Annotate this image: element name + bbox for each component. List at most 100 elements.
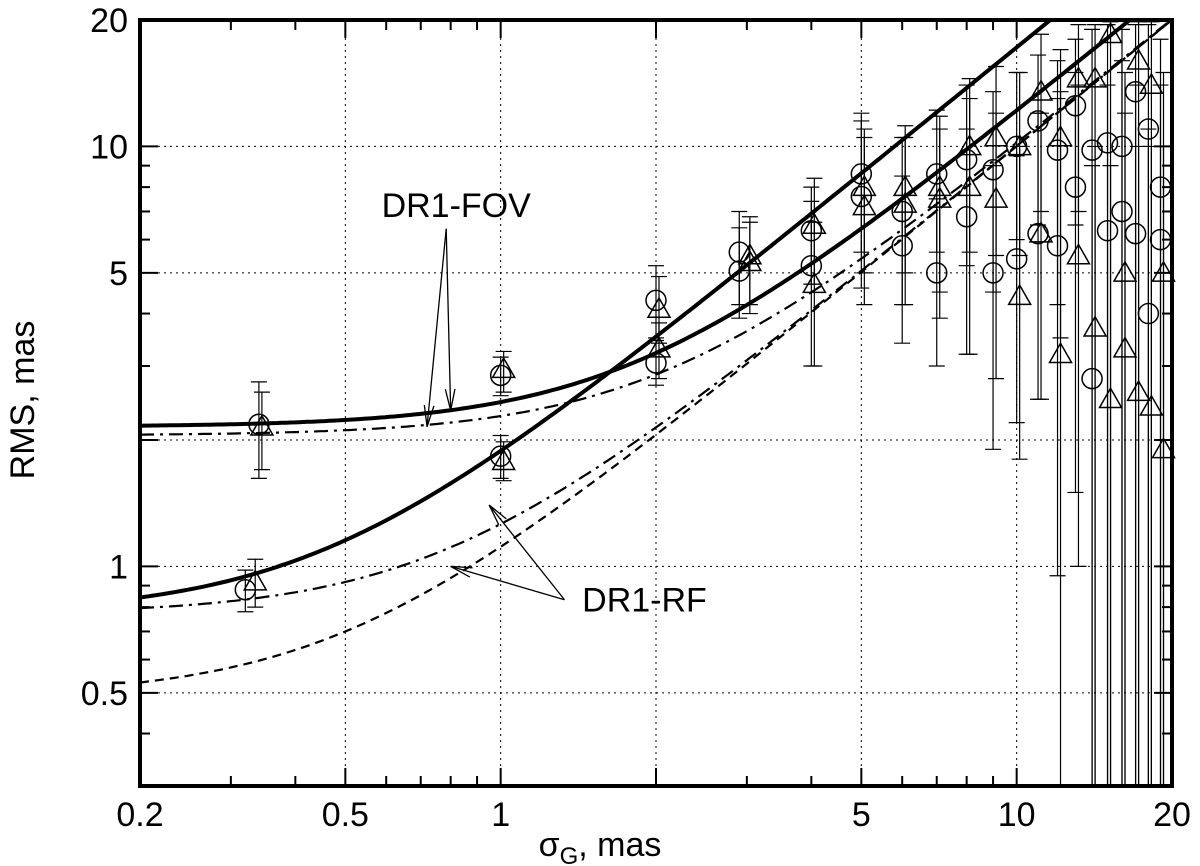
data-point-circle <box>1027 110 1049 132</box>
data-point-circle <box>800 254 823 277</box>
data-point-circle <box>850 163 873 185</box>
data-point-triangle <box>1028 79 1054 101</box>
data-point-triangle <box>1048 125 1073 147</box>
data-point-triangle <box>1082 66 1108 88</box>
data-point-circle <box>891 235 913 257</box>
data-point-triangle <box>1139 394 1164 416</box>
x-axis-title: σG, mas <box>539 826 662 866</box>
data-point-triangle <box>1007 283 1032 306</box>
curve-dr1-fov-observed <box>139 18 1132 428</box>
x-axis-title-rest: , mas <box>578 826 661 864</box>
data-point-triangle <box>491 448 516 471</box>
data-point-circle <box>489 445 512 467</box>
data-point-triangle <box>737 249 763 272</box>
error-bars <box>237 21 1172 787</box>
data-point-triangle <box>927 186 953 208</box>
annotation-arrow-line <box>445 228 452 411</box>
x-tick-label: 10 <box>998 796 1036 834</box>
data-point-circle <box>1081 367 1103 390</box>
x-tick-label: 5 <box>852 796 871 834</box>
x-tick-labels: 0.2 0.5 1 5 10 20 <box>116 796 1191 834</box>
data-point-triangle <box>1139 72 1164 95</box>
data-point-circle <box>1137 118 1160 140</box>
data-point-circle <box>1096 219 1119 242</box>
data-point-triangle <box>927 174 953 197</box>
data-point-circle <box>1124 222 1147 245</box>
data-point-triangle <box>242 569 268 591</box>
data-point-triangle <box>646 336 672 358</box>
y-axis-title: RMS, mas <box>4 321 42 480</box>
data-point-triangle <box>802 271 827 294</box>
markers <box>234 21 1176 601</box>
data-point-triangle <box>1066 242 1091 265</box>
data-point-circle <box>955 148 978 171</box>
x-tick-label: 0.5 <box>322 796 369 834</box>
data-point-circle <box>1046 235 1069 257</box>
data-point-circle <box>1111 135 1133 158</box>
data-point-circle <box>1096 132 1119 154</box>
data-point-triangle <box>1007 133 1032 156</box>
y-tick-label: 20 <box>90 2 128 40</box>
y-tick-label: 1 <box>109 548 128 586</box>
data-point-triangle <box>1028 221 1054 243</box>
data-point-triangle <box>737 242 763 265</box>
annotation-arrow-head <box>450 565 473 578</box>
y-tick-label: 5 <box>109 255 128 293</box>
data-point-triangle <box>1048 341 1073 364</box>
data-point-circle <box>645 352 667 374</box>
x-axis-title-subscript: G <box>560 843 579 866</box>
data-point-triangle <box>491 356 516 379</box>
data-point-triangle <box>1066 66 1091 88</box>
data-point-triangle <box>1112 336 1138 358</box>
data-point-triangle <box>1082 315 1108 337</box>
data-point-triangle <box>1151 260 1176 282</box>
data-point-circle <box>248 413 270 436</box>
x-tick-label: 20 <box>1153 796 1191 834</box>
annotation-dr1-fov: DR1-FOV <box>382 187 532 225</box>
data-point-circle <box>1005 248 1028 270</box>
x-axis-title-symbol: σ <box>539 826 560 864</box>
data-point-circle <box>982 262 1004 284</box>
curves <box>139 18 1173 684</box>
data-point-circle <box>1064 176 1087 198</box>
data-point-circle <box>925 163 948 185</box>
annotation-arrow-head <box>488 504 507 526</box>
data-point-triangle <box>957 133 982 156</box>
data-point-circle <box>1046 139 1069 161</box>
curve-dr1-rf-observed <box>139 18 1052 600</box>
annotation-arrow-head <box>423 404 435 427</box>
data-point-triangle <box>1151 436 1176 459</box>
data-point-triangle <box>892 191 918 213</box>
y-tick-label: 0.5 <box>81 675 128 713</box>
data-point-triangle <box>957 174 982 197</box>
x-tick-label: 0.2 <box>116 796 163 834</box>
data-point-circle <box>850 185 873 208</box>
plot-frame <box>138 18 1174 788</box>
x-tick-label: 1 <box>491 796 510 834</box>
data-point-triangle <box>802 212 827 234</box>
data-point-triangle <box>1112 260 1138 282</box>
annotation-dr1-rf: DR1-RF <box>582 582 707 620</box>
data-point-triangle <box>1126 48 1151 70</box>
data-point-circle <box>1081 139 1103 161</box>
data-point-circle <box>489 364 512 387</box>
annotation-arrows <box>423 228 566 601</box>
annotation-arrow-head <box>444 388 456 411</box>
data-point-circle <box>1111 200 1133 223</box>
data-point-circle <box>1064 94 1087 117</box>
y-tick-labels: 0.5 1 5 10 20 <box>81 2 128 713</box>
data-point-circle <box>955 206 978 228</box>
data-point-triangle <box>983 186 1009 208</box>
data-point-circle <box>645 289 667 312</box>
data-point-triangle <box>1098 21 1123 44</box>
annotation-arrow-line <box>488 504 566 601</box>
annotation-arrow-line <box>450 565 565 601</box>
data-point-circle <box>982 158 1004 181</box>
data-point-triangle <box>1126 379 1151 402</box>
data-point-circle <box>1137 302 1160 325</box>
y-tick-label: 10 <box>90 128 128 166</box>
data-point-circle <box>925 262 948 284</box>
data-point-triangle <box>646 296 672 319</box>
data-point-triangle <box>1098 386 1123 409</box>
